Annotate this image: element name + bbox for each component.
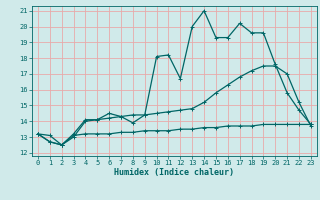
X-axis label: Humidex (Indice chaleur): Humidex (Indice chaleur) xyxy=(115,168,234,177)
